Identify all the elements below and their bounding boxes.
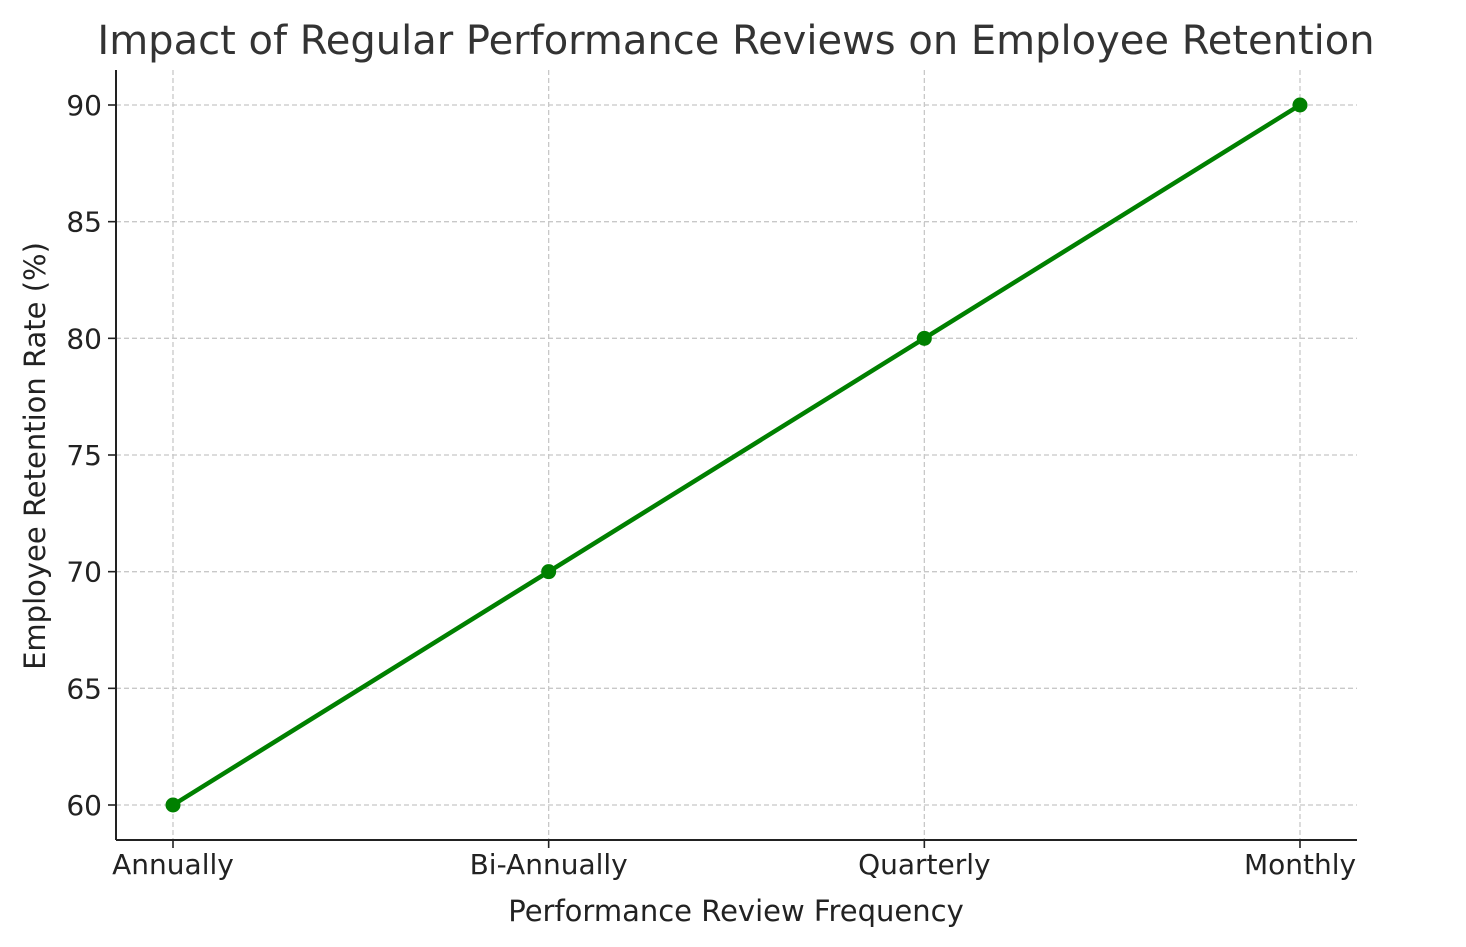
y-tick-label: 70 bbox=[66, 556, 102, 589]
x-tick-label: Annually bbox=[112, 848, 234, 881]
ticks-layer: 60 65 70 75 80 85 90 Annually Bi-Annually Quarter… bbox=[66, 89, 1356, 881]
y-tick-label: 65 bbox=[66, 672, 102, 705]
data-point bbox=[1292, 97, 1308, 113]
chart-title: Impact of Regular Performance Reviews on… bbox=[97, 18, 1374, 64]
data-point bbox=[165, 797, 181, 813]
y-tick-label: 75 bbox=[66, 439, 102, 472]
data-point bbox=[916, 330, 932, 346]
data-point bbox=[541, 564, 557, 580]
y-axis-title: Employee Retention Rate (%) bbox=[18, 242, 52, 670]
x-tick-label: Bi-Annually bbox=[470, 848, 628, 881]
x-tick-label: Monthly bbox=[1244, 848, 1356, 881]
x-tick-label: Quarterly bbox=[858, 848, 991, 881]
x-axis-title: Performance Review Frequency bbox=[508, 894, 964, 928]
y-tick-label: 60 bbox=[66, 789, 102, 822]
series-layer bbox=[165, 97, 1308, 813]
y-tick-label: 90 bbox=[66, 89, 102, 122]
y-tick-label: 85 bbox=[66, 206, 102, 239]
y-tick-label: 80 bbox=[66, 322, 102, 355]
series-line bbox=[170, 102, 1303, 808]
